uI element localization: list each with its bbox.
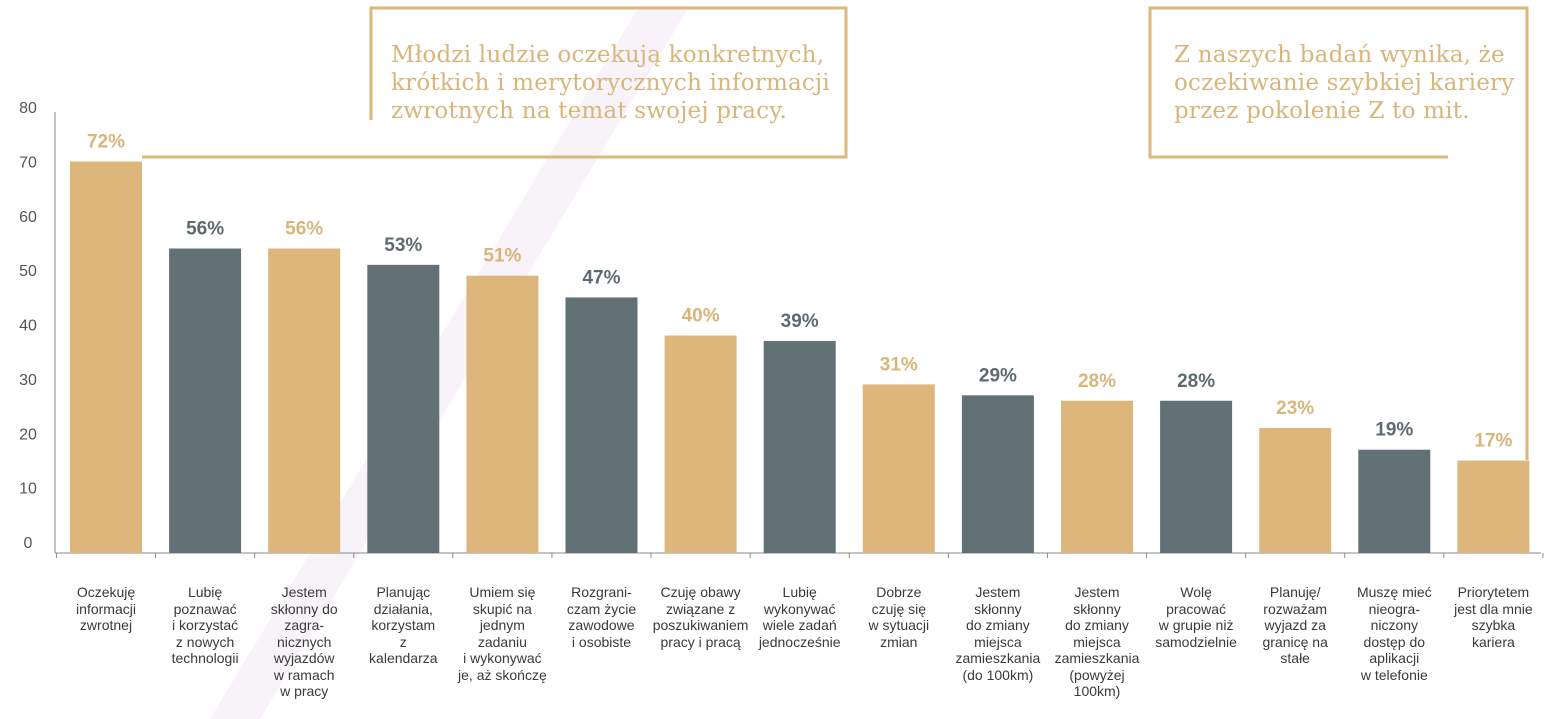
category-label: Jestem skłonny do zmiany miejsca zamiesz… <box>1054 584 1140 699</box>
value-label: 29% <box>979 365 1017 386</box>
value-label: 19% <box>1375 420 1413 441</box>
bar <box>961 395 1034 553</box>
category-label: Dobrze czuję się w sytuacji zmian <box>868 584 930 650</box>
category-label: Priorytetem jest dla mnie szybka kariera <box>1454 584 1533 650</box>
bar <box>862 384 935 553</box>
value-label: 31% <box>880 354 918 375</box>
category-label: Lubię wykonywać wiele zadań jednocześnie <box>758 584 841 650</box>
value-label: 56% <box>285 219 323 240</box>
bar <box>70 161 142 553</box>
bar <box>1457 460 1530 553</box>
value-label: 40% <box>682 306 720 327</box>
y-tick-label: 20 <box>19 426 37 443</box>
callout-left-text: Młodzi ludzie oczekują konkretnych, krót… <box>391 42 830 124</box>
value-label: 28% <box>1177 371 1215 392</box>
bars-group <box>70 161 1530 553</box>
y-tick-label: 50 <box>19 263 37 280</box>
bar <box>169 248 242 553</box>
category-label: Czuję obawy związane z poszukiwaniem pra… <box>652 584 749 650</box>
bar <box>268 248 341 553</box>
category-label: Wolę pracować w grupie niż samodzielnie <box>1155 584 1237 650</box>
bar <box>664 335 737 553</box>
value-label: 51% <box>483 246 521 267</box>
y-tick-label: 70 <box>19 154 37 171</box>
y-tick-label: 40 <box>19 318 37 335</box>
bar <box>1160 400 1233 553</box>
callout-left-frame <box>142 6 848 159</box>
category-label: Rozgrani- czam życie zawodowe i osobiste <box>566 584 637 650</box>
bar <box>1061 400 1133 553</box>
category-label: Muszę mieć nieogra- niczony dostęp do ap… <box>1356 584 1432 683</box>
category-label: Umiem się skupić na jednym zadaniu i wyk… <box>458 584 547 683</box>
callout-right-frame <box>1148 6 1529 460</box>
value-label: 56% <box>186 219 224 240</box>
bar <box>466 275 539 553</box>
callout-frames <box>142 6 1529 460</box>
y-tick-label: 80 <box>19 100 37 117</box>
value-label: 23% <box>1276 398 1314 419</box>
bar <box>763 340 836 553</box>
category-label: Oczekuję informacji zwrotnej <box>76 584 136 633</box>
y-tick-label: 10 <box>19 481 37 498</box>
value-label: 72% <box>87 132 125 153</box>
bar <box>1358 449 1431 553</box>
value-label: 39% <box>781 311 819 332</box>
value-labels-group: 72% 56% 56% 53% 51% 47% 40% 39% 31% 29% 28% 28% 23% 1… <box>87 132 1513 452</box>
value-label: 53% <box>384 235 422 256</box>
category-label: Planuję/ rozważam wyjazd za granicę na s… <box>1262 584 1328 666</box>
category-label: Jestem skłonny do zagra- nicznych wyjazd… <box>270 584 338 699</box>
value-label: 28% <box>1078 371 1116 392</box>
category-label: Jestem skłonny do zmiany miejsca zamiesz… <box>955 584 1041 683</box>
category-label: Lubię poznawać i korzystać z nowych tech… <box>171 584 239 666</box>
category-label: Planując działania, korzystam z kalendar… <box>369 584 438 666</box>
value-label: 17% <box>1474 431 1512 452</box>
y-tick-label: 60 <box>19 209 37 226</box>
y-tick-label: 0 <box>24 535 33 552</box>
bar <box>1259 427 1332 553</box>
callout-right-text: Z naszych badań wynika, że oczekiwanie s… <box>1174 42 1515 124</box>
bar <box>367 264 440 553</box>
y-tick-label: 30 <box>19 372 37 389</box>
value-label: 47% <box>582 267 620 288</box>
bar <box>565 297 638 553</box>
